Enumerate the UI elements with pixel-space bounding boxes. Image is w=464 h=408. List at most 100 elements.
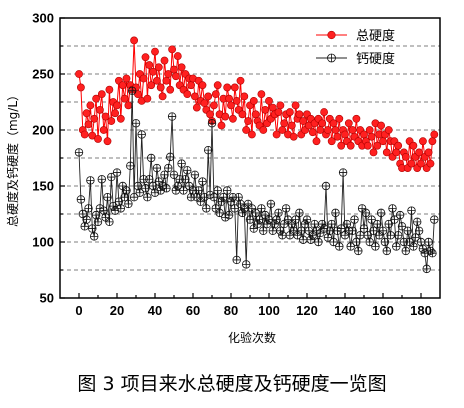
calcium-hardness-point — [361, 208, 371, 218]
calcium-hardness-point — [166, 152, 175, 162]
calcium-hardness-point — [148, 181, 158, 191]
calcium-hardness-point — [323, 233, 333, 242]
calcium-hardness-point — [242, 260, 251, 269]
total-hardness-point — [244, 117, 252, 125]
calcium-hardness-point — [74, 148, 84, 157]
calcium-hardness-point — [204, 145, 213, 155]
x-tick-label: 0 — [75, 303, 82, 318]
calcium-hardness-point — [394, 231, 403, 240]
total-hardness-point — [164, 70, 173, 78]
total-hardness-point — [369, 148, 378, 157]
calcium-hardness-point — [371, 242, 380, 251]
calcium-hardness-point — [129, 193, 139, 202]
axis-ticks: 50 100 150 200 250 300 0 20 40 60 80 100 120 140 160 18… — [32, 11, 432, 319]
calcium-hardness-point — [363, 231, 373, 240]
legend-total-hardness-marker — [327, 30, 336, 40]
calcium-hardness-point — [226, 197, 236, 206]
calcium-hardness-point — [124, 199, 133, 209]
calcium-hardness-point — [101, 213, 110, 222]
calcium-hardness-point — [181, 175, 190, 184]
total-hardness-point — [145, 61, 154, 69]
calcium-hardness-point — [321, 181, 331, 191]
total-hardness-point — [154, 63, 163, 72]
total-hardness-point — [101, 112, 110, 121]
total-hardness-point — [280, 119, 289, 128]
total-hardness-point — [228, 114, 237, 123]
total-hardness-point — [183, 90, 192, 99]
total-hardness-point — [211, 90, 220, 99]
total-hardness-point — [187, 81, 195, 90]
calcium-hardness-point — [105, 217, 114, 227]
calcium-hardness-point — [403, 226, 412, 235]
total-hardness-point — [90, 114, 99, 123]
total-hardness-point — [242, 126, 251, 134]
calcium-hardness-point — [76, 195, 86, 204]
total-hardness-point — [147, 81, 156, 90]
total-hardness-point — [428, 137, 437, 146]
calcium-hardness-point — [283, 215, 293, 224]
total-hardness-point — [295, 110, 304, 119]
calcium-hardness-point — [91, 210, 101, 220]
calcium-hardness-points — [74, 86, 439, 274]
x-tick-label: 160 — [372, 303, 394, 318]
calcium-hardness-point — [88, 224, 97, 233]
calcium-hardness-point — [249, 224, 259, 233]
calcium-hardness-point — [261, 210, 270, 220]
calcium-hardness-point — [401, 246, 411, 256]
calcium-hardness-point — [126, 161, 135, 171]
total-hardness-point — [265, 96, 273, 105]
total-hardness-point — [133, 90, 142, 99]
calcium-hardness-point — [230, 204, 240, 213]
y-tick-label: 150 — [32, 179, 54, 194]
calcium-hardness-point — [223, 186, 232, 195]
calcium-hardness-point — [135, 188, 145, 197]
calcium-hardness-point — [329, 237, 338, 247]
calcium-hardness-point — [209, 193, 219, 202]
total-hardness-point — [337, 141, 346, 150]
calcium-hardness-point — [86, 176, 95, 185]
calcium-hardness-point — [411, 233, 420, 242]
calcium-hardness-point — [426, 246, 435, 256]
total-hardness-point — [291, 101, 300, 110]
legend-calcium-hardness-marker — [327, 53, 336, 63]
calcium-hardness-point — [392, 242, 401, 251]
calcium-hardness-point — [304, 226, 314, 235]
total-hardness-points — [75, 36, 439, 172]
calcium-hardness-point — [202, 204, 211, 213]
calcium-hardness-point — [217, 197, 226, 206]
total-hardness-point — [124, 101, 133, 110]
calcium-hardness-point — [352, 237, 361, 247]
total-hardness-point — [287, 121, 296, 130]
calcium-hardness-point — [162, 184, 171, 193]
calcium-hardness-point — [380, 237, 390, 247]
calcium-hardness-point — [232, 255, 241, 265]
calcium-hardness-point — [327, 219, 336, 229]
total-hardness-point — [149, 67, 157, 76]
calcium-hardness-point — [287, 219, 297, 229]
calcium-hardness-point — [373, 219, 382, 229]
calcium-hardness-point — [314, 237, 323, 247]
calcium-hardness-point — [185, 181, 194, 191]
total-hardness-point — [118, 81, 127, 90]
total-hardness-point — [426, 159, 435, 168]
calcium-hardness-point — [300, 219, 310, 229]
calcium-hardness-point — [418, 244, 428, 253]
calcium-hardness-point — [112, 168, 122, 177]
calcium-hardness-point — [357, 204, 367, 213]
total-hardness-point — [247, 130, 256, 139]
total-hardness-point — [151, 47, 159, 56]
calcium-hardness-point — [198, 177, 207, 186]
calcium-hardness-point — [348, 226, 357, 235]
total-hardness-point — [152, 76, 161, 85]
total-hardness-point — [122, 74, 131, 83]
x-tick-label: 80 — [224, 303, 238, 318]
total-hardness-point — [323, 126, 332, 134]
calcium-hardness-point — [147, 153, 156, 163]
calcium-hardness-point — [337, 224, 346, 233]
calcium-hardness-point — [213, 186, 222, 195]
calcium-hardness-point — [196, 197, 205, 206]
legend-total-hardness-label: 总硬度 — [356, 28, 395, 44]
calcium-hardness-point — [289, 226, 298, 235]
total-hardness-point — [308, 128, 317, 137]
